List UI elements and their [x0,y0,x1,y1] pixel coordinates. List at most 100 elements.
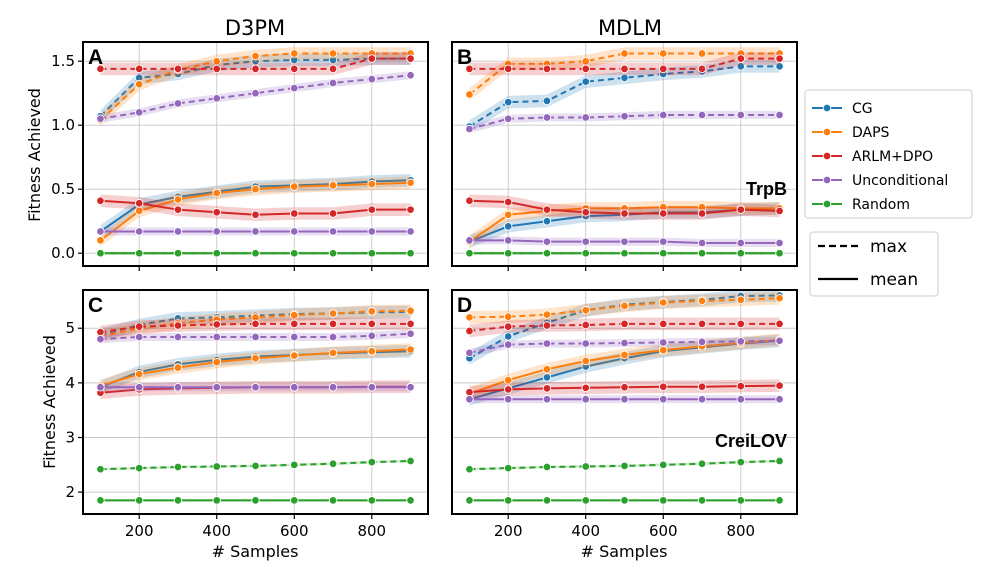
panel-b-arlm-dpo-mean-point-800 [736,205,746,214]
panel-d-random-mean-point-500 [620,496,629,505]
panel-a-arlm-dpo-mean-point-100 [96,196,105,205]
panel-a-arlm-dpo-max-point-100 [96,64,105,74]
panel-a-daps-mean-point-900 [406,178,415,188]
panel-b-arlm-dpo-mean-point-900 [775,206,784,216]
panel-a: 0.0 0.5 1.0 1.5 A [51,41,429,271]
panel-c-daps-mean-point-800 [367,346,377,356]
panel-c-unconditional-mean-point-800 [367,382,377,392]
panel-c-unconditional-mean-point-500 [251,382,260,392]
panel-d-random-mean-point-400 [581,496,590,505]
panel-d-random-mean-point-800 [736,496,746,505]
legend-cg-label: CG [852,101,873,117]
panel-d-arlm-dpo-mean-point-200 [503,385,513,394]
panel-a-random-mean-point-600 [290,248,299,258]
panel-a-daps-mean-point-600 [290,182,299,191]
panel-c-unconditional-mean-point-100 [96,382,105,392]
panel-d-xtick-label-600: 600 [649,522,678,540]
panel-b-random-mean-point-900 [775,248,784,258]
panel-b-daps-max-point-600 [659,49,668,58]
panel-a-unconditional-max-point-600 [290,83,299,93]
panel-c-random-mean-point-500 [251,496,260,505]
panel-a-arlm-dpo-max-point-200 [134,64,144,74]
panel-a-arlm-dpo-max-point-900 [406,54,415,63]
panel-b-arlm-dpo-max-point-700 [697,64,707,74]
panel-c-daps-mean-point-700 [328,348,338,358]
panel-c-unconditional-max-point-100 [96,334,105,344]
panel-a-arlm-dpo-max-point-300 [173,64,183,74]
panel-d-random-max-point-800 [736,457,746,467]
panel-a-arlm-dpo-max-point-600 [290,64,299,74]
panel-c-random-max-point-100 [96,464,105,474]
panel-d-random-mean-point-700 [697,496,707,505]
style-mean-label: mean [870,270,918,290]
panel-a-random-mean-point-700 [328,248,338,258]
panel-a-ytick-label-3: 1.5 [51,52,75,70]
panel-a-daps-mean-point-100 [96,236,105,245]
panel-c-frame [82,289,429,515]
panel-a-unconditional-max-point-700 [328,78,338,88]
panel-d-daps-max-point-300 [542,310,552,319]
y-axis-label-bottom: Fitness Achieved [40,335,59,469]
panel-d-unconditional-max-point-600 [659,338,668,347]
panel-c-daps-max-point-600 [290,310,299,320]
panel-a-daps-max-point-600 [290,49,299,58]
panel-a-plot-area [96,47,415,258]
x-axis-label-right: # Samples [581,542,668,561]
panel-a-unconditional-max-point-500 [251,88,260,98]
panel-d-daps-mean-point-300 [542,364,552,374]
panel-b-random-mean-point-400 [581,248,590,258]
panel-a-daps-mean-band [100,176,411,247]
panel-d-unconditional-mean-point-800 [736,395,746,404]
panel-d-unconditional-max-point-700 [697,337,707,347]
legend-daps-marker [822,127,832,137]
panel-d-daps-mean-point-200 [503,375,513,385]
panel-a-arlm-dpo-max-point-700 [328,64,338,74]
panel-c-arlm-dpo-max-point-100 [96,327,105,337]
panel-d-random-mean-point-600 [659,496,668,505]
panel-c-arlm-dpo-max-point-600 [290,319,299,329]
panel-a-arlm-dpo-mean-point-400 [212,207,221,217]
panel-a-unconditional-mean-point-100 [96,227,105,236]
panel-d-cg-mean-band [469,334,780,406]
panel-c-unconditional-max-point-200 [134,332,144,342]
panel-c-arlm-dpo-max-point-300 [173,321,183,330]
panel-d-unconditional-mean-point-200 [503,395,513,404]
panel-b-unconditional-mean-point-700 [697,238,707,248]
panel-a-arlm-dpo-mean-point-800 [367,205,377,214]
panel-d-random-max-point-200 [503,463,513,473]
panel-d-arlm-dpo-mean-point-700 [697,382,707,391]
panel-c-unconditional-max-point-400 [212,332,221,342]
panel-a-unconditional-max-point-300 [173,99,183,108]
panel-c-random-max-point-900 [406,456,415,466]
panel-c-random-mean-point-900 [406,496,415,505]
panel-a-arlm-dpo-mean-point-200 [134,199,144,208]
panel-d-unconditional-mean-point-900 [775,395,784,404]
panel-b-cg-max-point-500 [620,73,629,83]
panel-d-daps-max-point-600 [659,298,668,307]
panel-c-arlm-dpo-max-point-700 [328,319,338,329]
panel-b-plot-area [465,47,784,258]
panel-c-unconditional-max-point-500 [251,332,260,342]
panel-d-unconditional-mean-point-700 [697,395,707,404]
legend-random-label: Random [852,197,910,213]
panel-d-random-mean-point-100 [465,496,474,505]
panel-c-daps-mean-point-300 [173,363,183,372]
panel-a-unconditional-max-line [100,74,411,120]
panel-d-arlm-dpo-mean-point-100 [465,387,474,397]
panel-b-unconditional-max-point-400 [581,113,590,122]
panel-a-arlm-dpo-mean-point-700 [328,209,338,218]
panel-c-ytick-label-0: 2 [65,483,75,501]
panel-a-arlm-dpo-max-point-800 [367,54,377,63]
panel-a-daps-mean-point-700 [328,181,338,190]
legend-frame [804,89,973,219]
panel-c-random-max-point-700 [328,459,338,468]
panel-b-unconditional-max-point-900 [775,110,784,120]
panel-b-arlm-dpo-mean-point-500 [620,209,629,218]
panel-b-arlm-dpo-mean-point-600 [659,209,668,218]
panel-a-unconditional-mean-point-700 [328,227,338,236]
panel-a-random-mean-point-100 [96,248,105,258]
panel-a-unconditional-mean-point-300 [173,227,183,236]
panel-b-unconditional-max-point-200 [503,114,513,124]
panel-d-daps-max-point-700 [697,296,707,306]
panel-b-random-mean-point-300 [542,248,552,258]
